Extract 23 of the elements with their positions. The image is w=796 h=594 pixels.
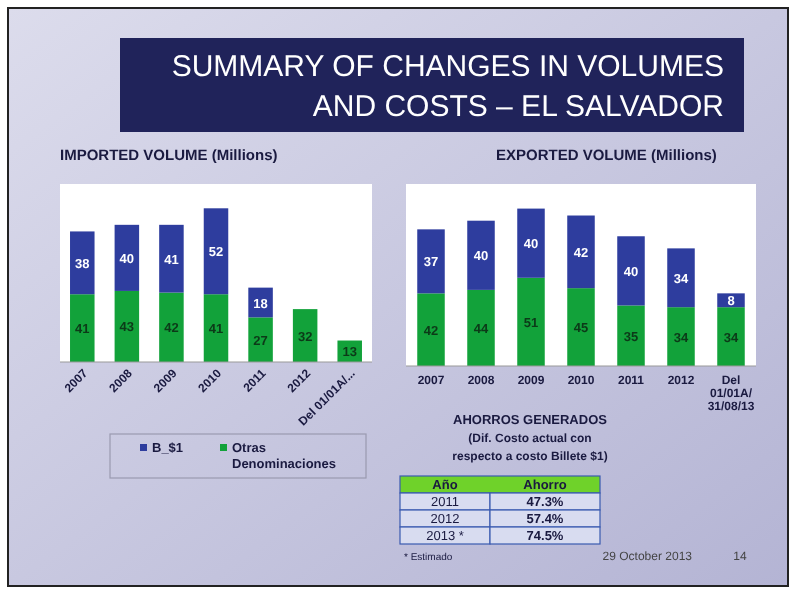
bar (70, 231, 95, 295)
bar (467, 220, 495, 290)
bar (417, 229, 445, 294)
bar (617, 236, 645, 306)
bar (717, 307, 745, 366)
bar (114, 224, 140, 291)
text: SUMMARY OF CHANGES IN VOLUMES AND COSTS – EL SALVADOR (171, 50, 725, 124)
bar (467, 289, 495, 366)
bar (517, 277, 545, 366)
bar (567, 215, 595, 289)
bar (248, 317, 273, 362)
bar (417, 293, 445, 366)
bar (159, 224, 184, 293)
bar (517, 208, 545, 278)
bar (617, 305, 645, 366)
bar (203, 294, 229, 362)
bar (70, 294, 95, 362)
bar (567, 288, 595, 366)
bar (203, 208, 229, 295)
bar (667, 307, 695, 366)
bar (114, 290, 140, 362)
bar (667, 248, 695, 308)
bar (159, 292, 184, 362)
